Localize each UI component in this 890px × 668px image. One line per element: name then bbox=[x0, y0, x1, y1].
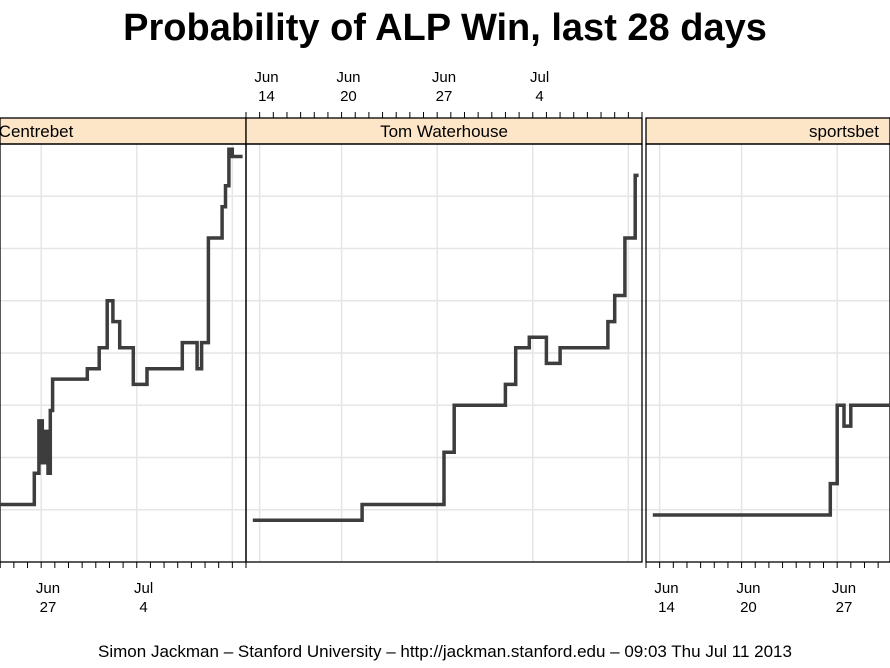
panel-centrebet: Centrebet bbox=[0, 117, 247, 563]
tick-label-day: 20 bbox=[740, 599, 757, 616]
series-line-centrebet bbox=[0, 147, 243, 507]
tick-label-day: 27 bbox=[40, 599, 57, 616]
panel-strip-label: sportsbet bbox=[809, 122, 879, 141]
tick-label-month: Jun bbox=[336, 69, 360, 86]
panel-sportsbet: sportsbet bbox=[645, 117, 890, 563]
tick-label-day: 4 bbox=[535, 88, 543, 105]
tick-label-month: Jul bbox=[530, 69, 549, 86]
panels: Centrebet Tom Waterhouse sportsbet bbox=[0, 117, 890, 563]
series-line-tom-waterhouse bbox=[252, 173, 639, 522]
tick-label-day: 4 bbox=[139, 599, 147, 616]
chart-footer: Simon Jackman – Stanford University – ht… bbox=[98, 642, 792, 661]
tick-label-day: 14 bbox=[658, 599, 675, 616]
tick-label-month: Jun bbox=[36, 580, 60, 597]
tick-label-day: 14 bbox=[258, 88, 275, 105]
panel-tom-waterhouse: Tom Waterhouse bbox=[245, 117, 643, 563]
tick-label-month: Jun bbox=[432, 69, 456, 86]
panel-strip-label: Tom Waterhouse bbox=[380, 122, 508, 141]
tick-label-month: Jul bbox=[134, 580, 153, 597]
tick-label-month: Jun bbox=[832, 580, 856, 597]
tick-label-day: 27 bbox=[436, 88, 453, 105]
tick-label-day: 27 bbox=[836, 599, 853, 616]
panel-strip-label: Centrebet bbox=[0, 122, 74, 141]
panel-frame bbox=[245, 143, 643, 563]
panel-strip bbox=[645, 117, 890, 145]
chart-title: Probability of ALP Win, last 28 days bbox=[123, 7, 767, 49]
tick-label-month: Jun bbox=[654, 580, 678, 597]
tick-label-day: 20 bbox=[340, 88, 357, 105]
tick-label-month: Jun bbox=[254, 69, 278, 86]
series-line-sportsbet bbox=[652, 403, 890, 517]
panel-frame bbox=[645, 143, 890, 563]
x-axis-ticks: Jun 14 Jun 20 Jun 27 Jul 4 Jun 27 Jul 4 Jun 14 Jun 20 Ju… bbox=[0, 69, 879, 616]
tick-label-month: Jun bbox=[736, 580, 760, 597]
